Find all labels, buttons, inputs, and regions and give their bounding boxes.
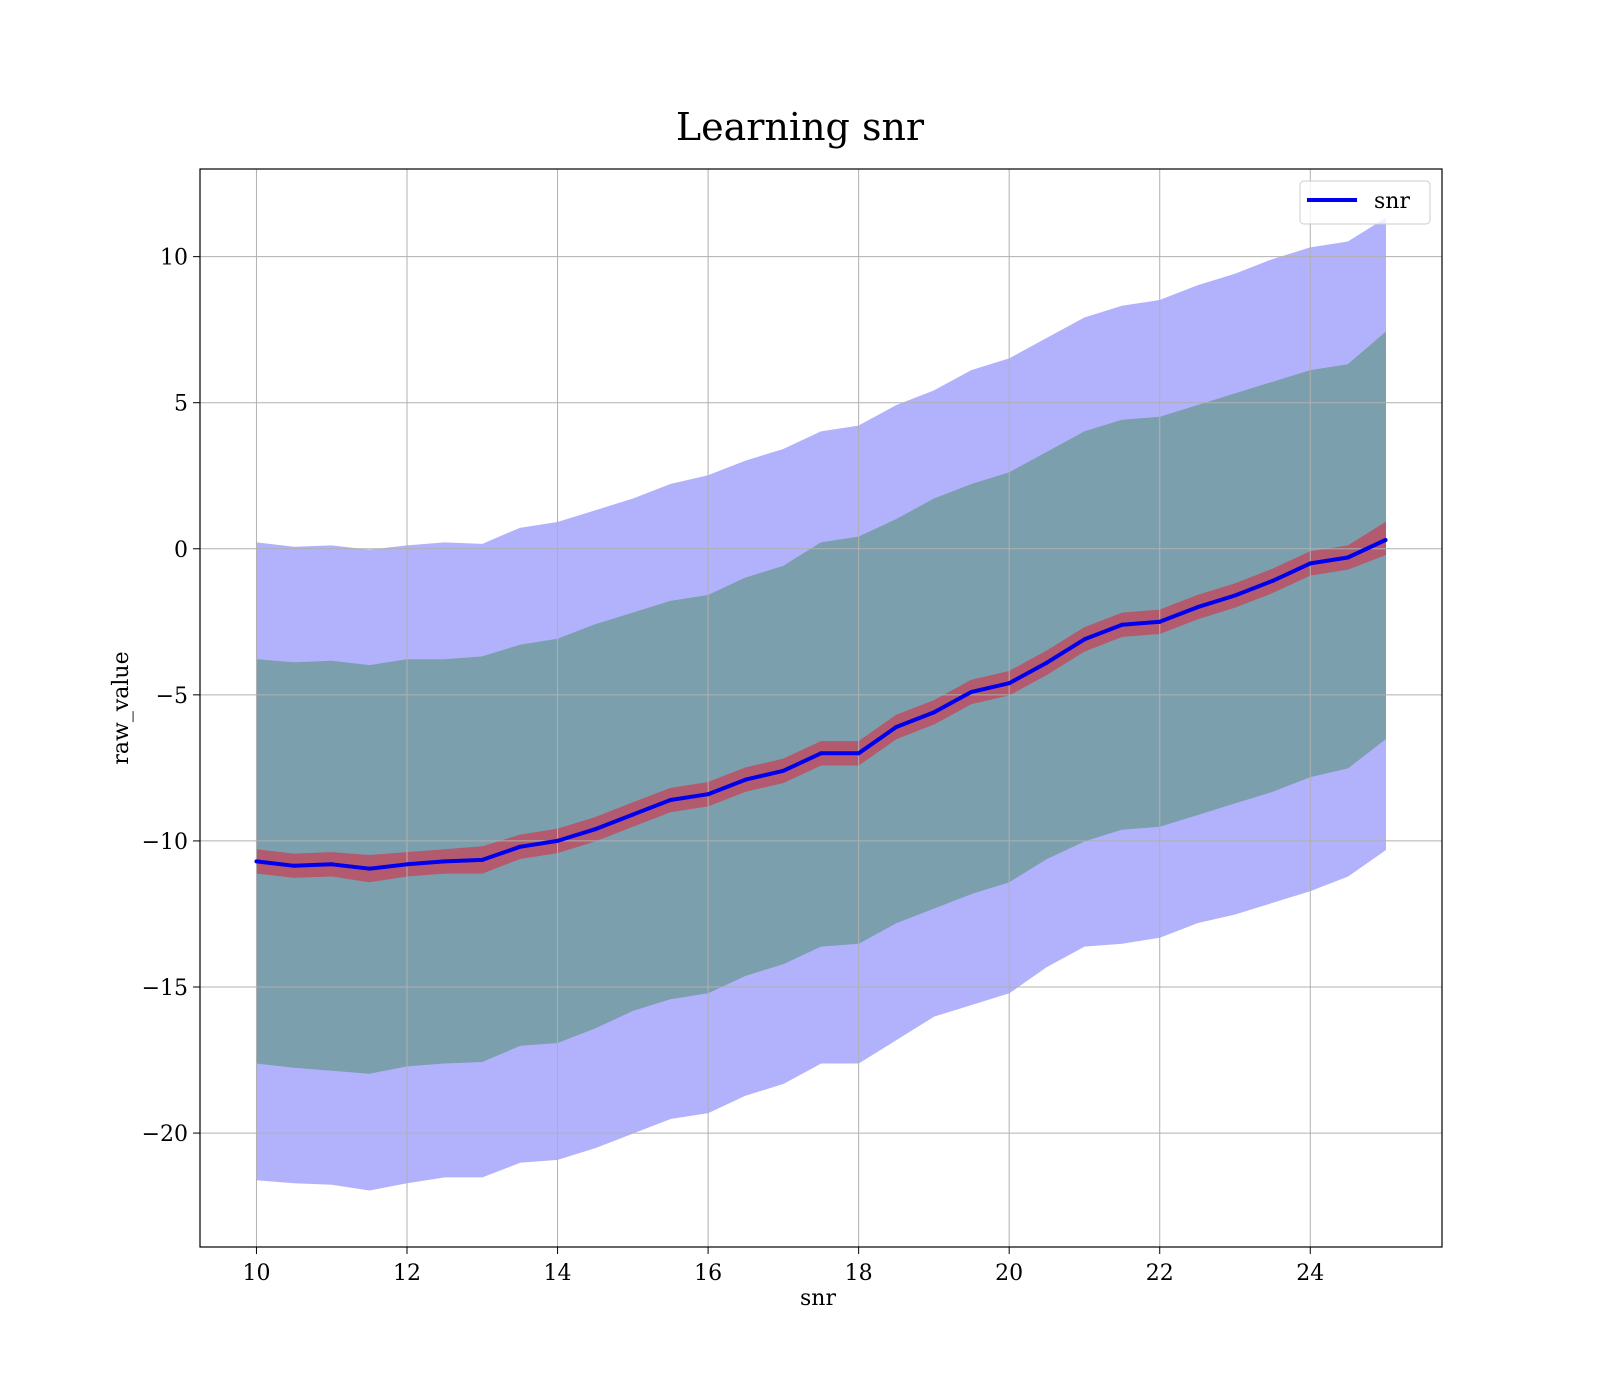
data-point-snr bbox=[555, 838, 560, 843]
x-tick-label: 12 bbox=[393, 1261, 421, 1286]
x-axis-label: snr bbox=[800, 1286, 836, 1311]
x-tick-label: 14 bbox=[544, 1261, 572, 1286]
chart-title: Learning snr bbox=[676, 105, 925, 149]
data-point-snr bbox=[819, 751, 823, 756]
y-tick-label: 0 bbox=[174, 538, 188, 563]
data-point-snr bbox=[292, 863, 297, 868]
plot-area: 10 12 14 16 18 20 22 24 10 5 0 −5 −10 −15 −20 bbox=[142, 168, 1443, 1286]
data-point-snr bbox=[593, 827, 598, 832]
y-tick-label: 10 bbox=[160, 246, 188, 271]
data-point-snr bbox=[931, 710, 936, 715]
data-point-snr bbox=[329, 862, 334, 867]
x-tick-label: 24 bbox=[1296, 1261, 1324, 1286]
legend: snr bbox=[1299, 180, 1431, 225]
data-point-snr bbox=[1345, 555, 1350, 560]
plot-frame bbox=[199, 168, 1443, 1248]
data-point-snr bbox=[254, 859, 259, 864]
grid bbox=[200, 169, 1442, 1247]
y-axis-label: raw_value bbox=[109, 651, 134, 764]
data-point-snr bbox=[668, 798, 673, 803]
x-tick-label: 20 bbox=[995, 1261, 1023, 1286]
data-point-snr bbox=[517, 844, 522, 849]
data-point-snr bbox=[1007, 681, 1012, 686]
band-inner bbox=[256, 521, 1386, 883]
x-tick-label: 16 bbox=[694, 1261, 722, 1286]
data-point-snr bbox=[856, 751, 861, 756]
data-point-snr bbox=[367, 866, 372, 871]
data-point-snr bbox=[706, 792, 711, 797]
data-point-snr bbox=[442, 859, 447, 864]
legend-box bbox=[1299, 180, 1431, 225]
data-point-snr bbox=[1233, 593, 1237, 598]
y-tick-label: −10 bbox=[142, 830, 188, 855]
data-point-snr bbox=[781, 768, 786, 773]
y-tick-label: −20 bbox=[142, 1122, 188, 1147]
data-point-snr bbox=[1082, 637, 1087, 642]
data-point-snr bbox=[630, 812, 635, 817]
y-tick-label: 5 bbox=[174, 392, 188, 417]
data-point-snr bbox=[894, 724, 899, 729]
data-point-snr bbox=[743, 777, 748, 782]
data-point-snr bbox=[1120, 622, 1125, 627]
y-tick-label: −5 bbox=[156, 684, 188, 709]
data-point-snr bbox=[480, 857, 485, 862]
data-point-snr bbox=[1044, 660, 1049, 665]
x-tick-label: 18 bbox=[845, 1261, 873, 1286]
data-point-snr bbox=[1308, 561, 1313, 566]
data-point-snr bbox=[1157, 619, 1162, 624]
band-middle bbox=[256, 331, 1386, 1074]
legend-label-snr: snr bbox=[1374, 189, 1410, 214]
data-point-snr bbox=[405, 862, 409, 867]
data-point-snr bbox=[1383, 538, 1388, 543]
x-tick-label: 10 bbox=[242, 1261, 270, 1286]
data-point-snr bbox=[1270, 578, 1275, 583]
data-point-snr bbox=[969, 689, 974, 694]
x-tick-label: 22 bbox=[1146, 1261, 1174, 1286]
y-tick-label: −15 bbox=[142, 976, 188, 1001]
data-point-snr bbox=[1195, 605, 1200, 610]
